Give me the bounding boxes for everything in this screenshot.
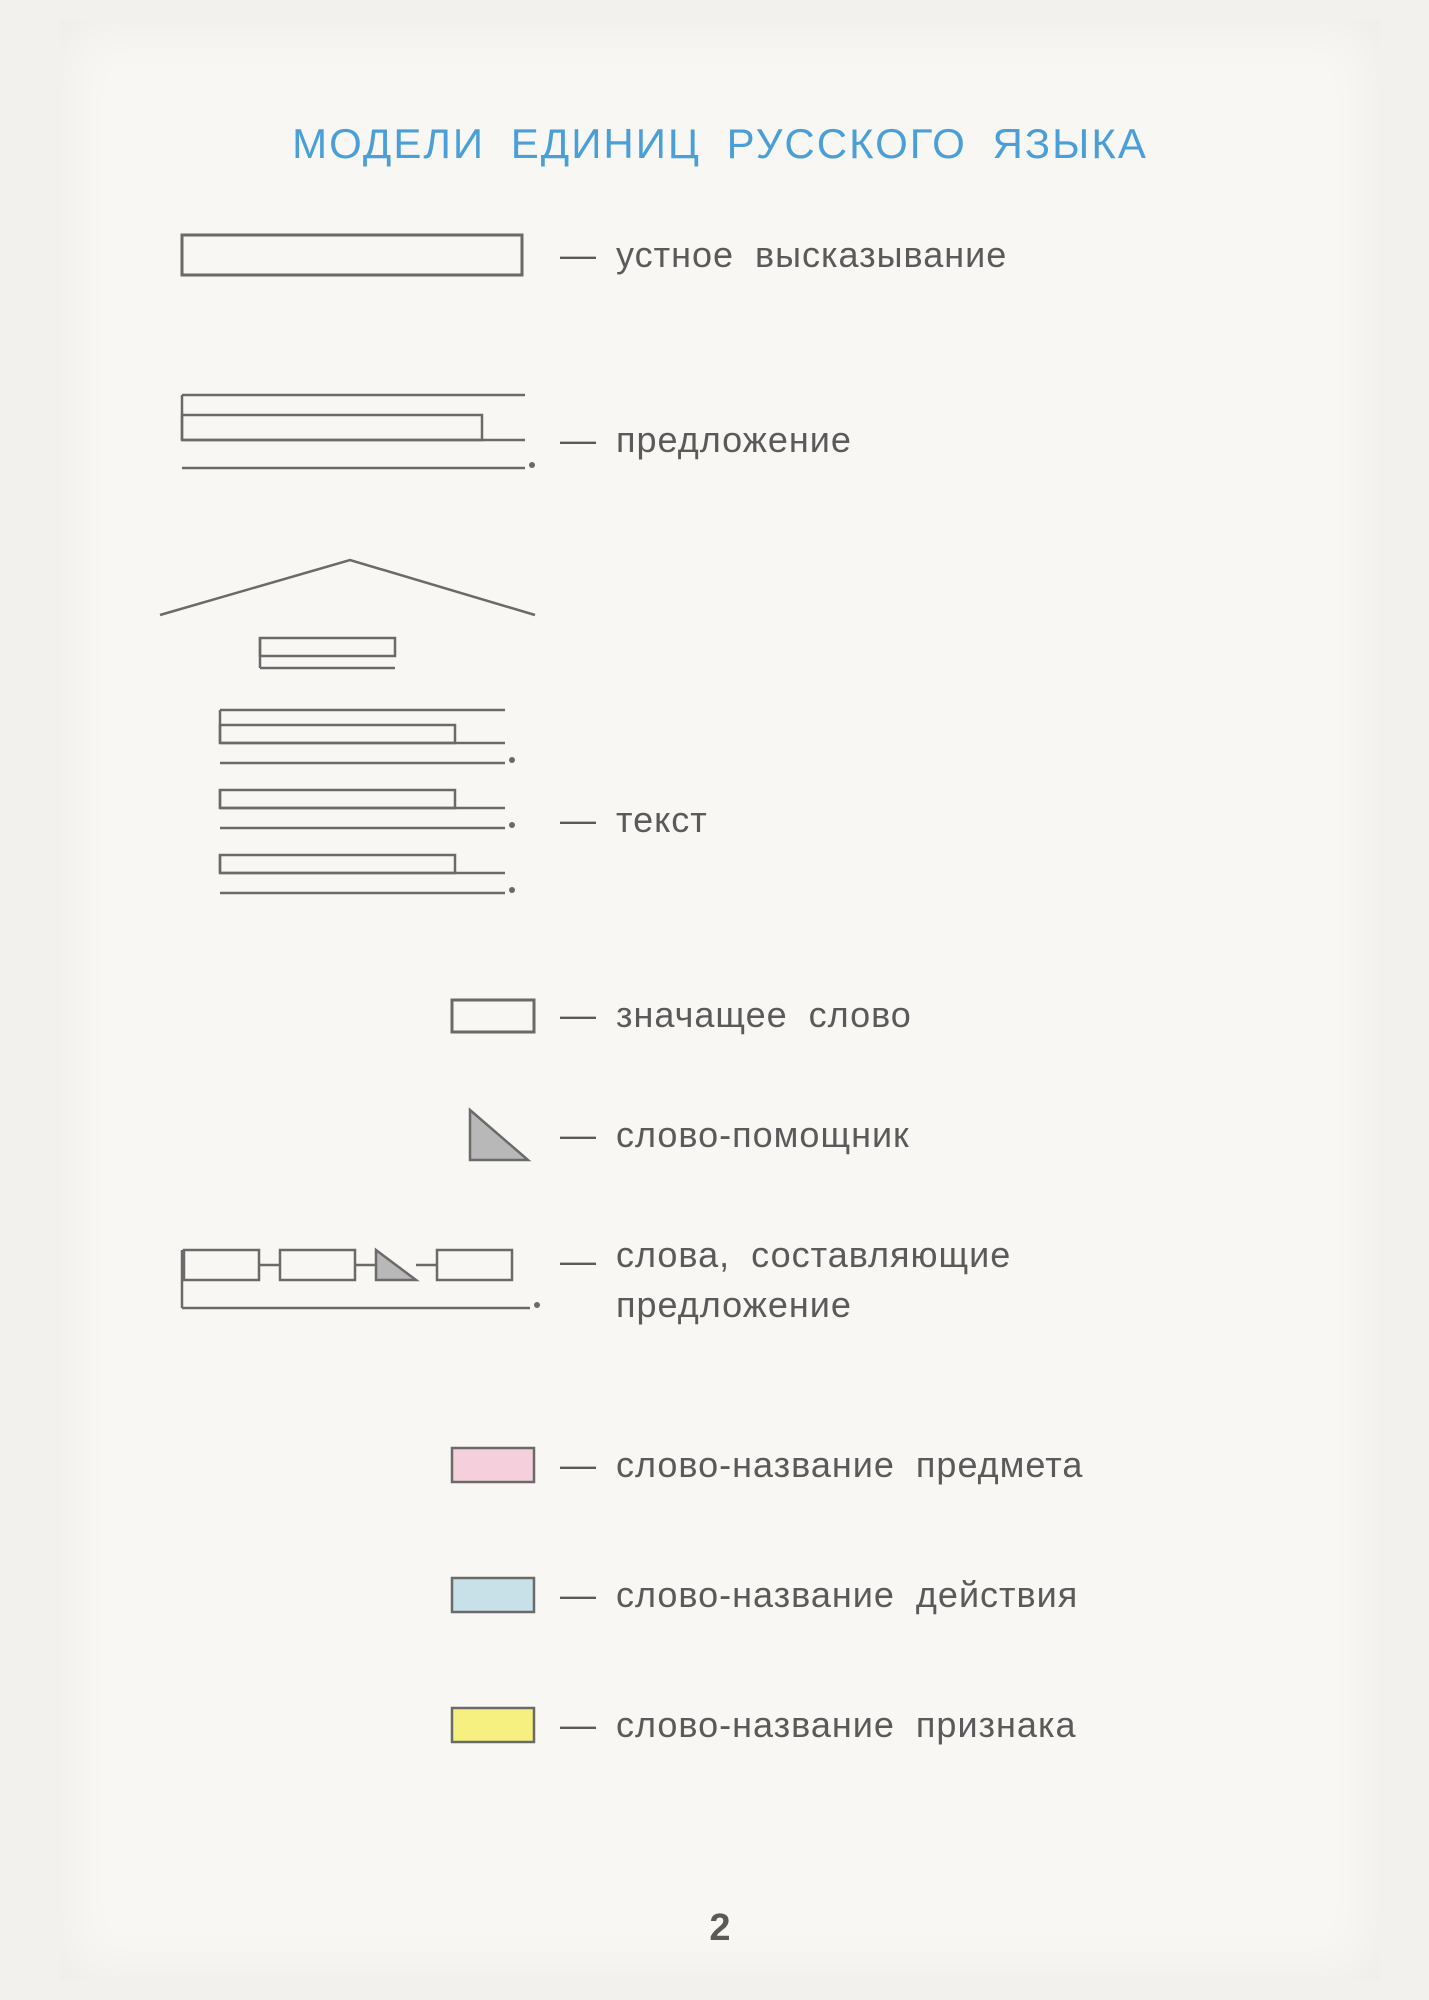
label-adjective: слово-название признака: [616, 1700, 1077, 1750]
label-noun: слово-название предмета: [616, 1440, 1083, 1490]
symbol-word: [180, 990, 540, 1040]
sentence-words-icon: [180, 1230, 540, 1340]
legend-row-word: — значащее слово: [180, 990, 912, 1040]
symbol-noun: [180, 1440, 540, 1490]
dash: —: [560, 1574, 596, 1616]
triangle-icon: [460, 1100, 540, 1170]
label-sentence-words: слова, составляющие предложение: [616, 1230, 1216, 1331]
dash: —: [560, 419, 596, 461]
label-helper: слово-помощник: [616, 1110, 910, 1160]
label-sentence: предложение: [616, 415, 852, 465]
legend-row-sentence-words: — слова, составляющие предложение: [180, 1230, 1216, 1340]
page-number: 2: [709, 1907, 730, 1950]
pink-box-icon: [450, 1440, 540, 1490]
symbol-verb: [180, 1570, 540, 1620]
yellow-box-icon: [450, 1700, 540, 1750]
dash: —: [560, 799, 596, 841]
legend-row-adjective: — слово-название признака: [180, 1700, 1077, 1750]
legend-row-text: — текст: [150, 550, 708, 940]
utterance-icon: [180, 225, 540, 285]
label-word: значащее слово: [616, 990, 912, 1040]
legend-row-sentence: — предложение: [180, 390, 852, 490]
dash: —: [560, 994, 596, 1036]
label-verb: слово-название действия: [616, 1570, 1078, 1620]
symbol-sentence-words: [180, 1230, 540, 1340]
dash: —: [560, 1444, 596, 1486]
symbol-utterance: [180, 225, 540, 285]
dash: —: [560, 234, 596, 276]
dash: —: [560, 1114, 596, 1156]
word-icon: [450, 990, 540, 1040]
page-title: МОДЕЛИ ЕДИНИЦ РУССКОГО ЯЗЫКА: [60, 120, 1380, 168]
legend-row-utterance: — устное высказывание: [180, 225, 1007, 285]
label-utterance: устное высказывание: [616, 230, 1007, 280]
dash: —: [560, 1704, 596, 1746]
legend-row-verb: — слово-название действия: [180, 1570, 1078, 1620]
legend-row-helper: — слово-помощник: [180, 1100, 910, 1170]
symbol-helper: [180, 1100, 540, 1170]
page-container: МОДЕЛИ ЕДИНИЦ РУССКОГО ЯЗЫКА — устное вы…: [60, 20, 1380, 1980]
text-icon: [150, 550, 540, 940]
symbol-sentence: [180, 390, 540, 490]
label-text: текст: [616, 795, 708, 845]
dash: —: [560, 1240, 596, 1282]
blue-box-icon: [450, 1570, 540, 1620]
symbol-adjective: [180, 1700, 540, 1750]
sentence-icon: [180, 390, 540, 490]
symbol-text: [150, 550, 540, 940]
legend-row-noun: — слово-название предмета: [180, 1440, 1083, 1490]
